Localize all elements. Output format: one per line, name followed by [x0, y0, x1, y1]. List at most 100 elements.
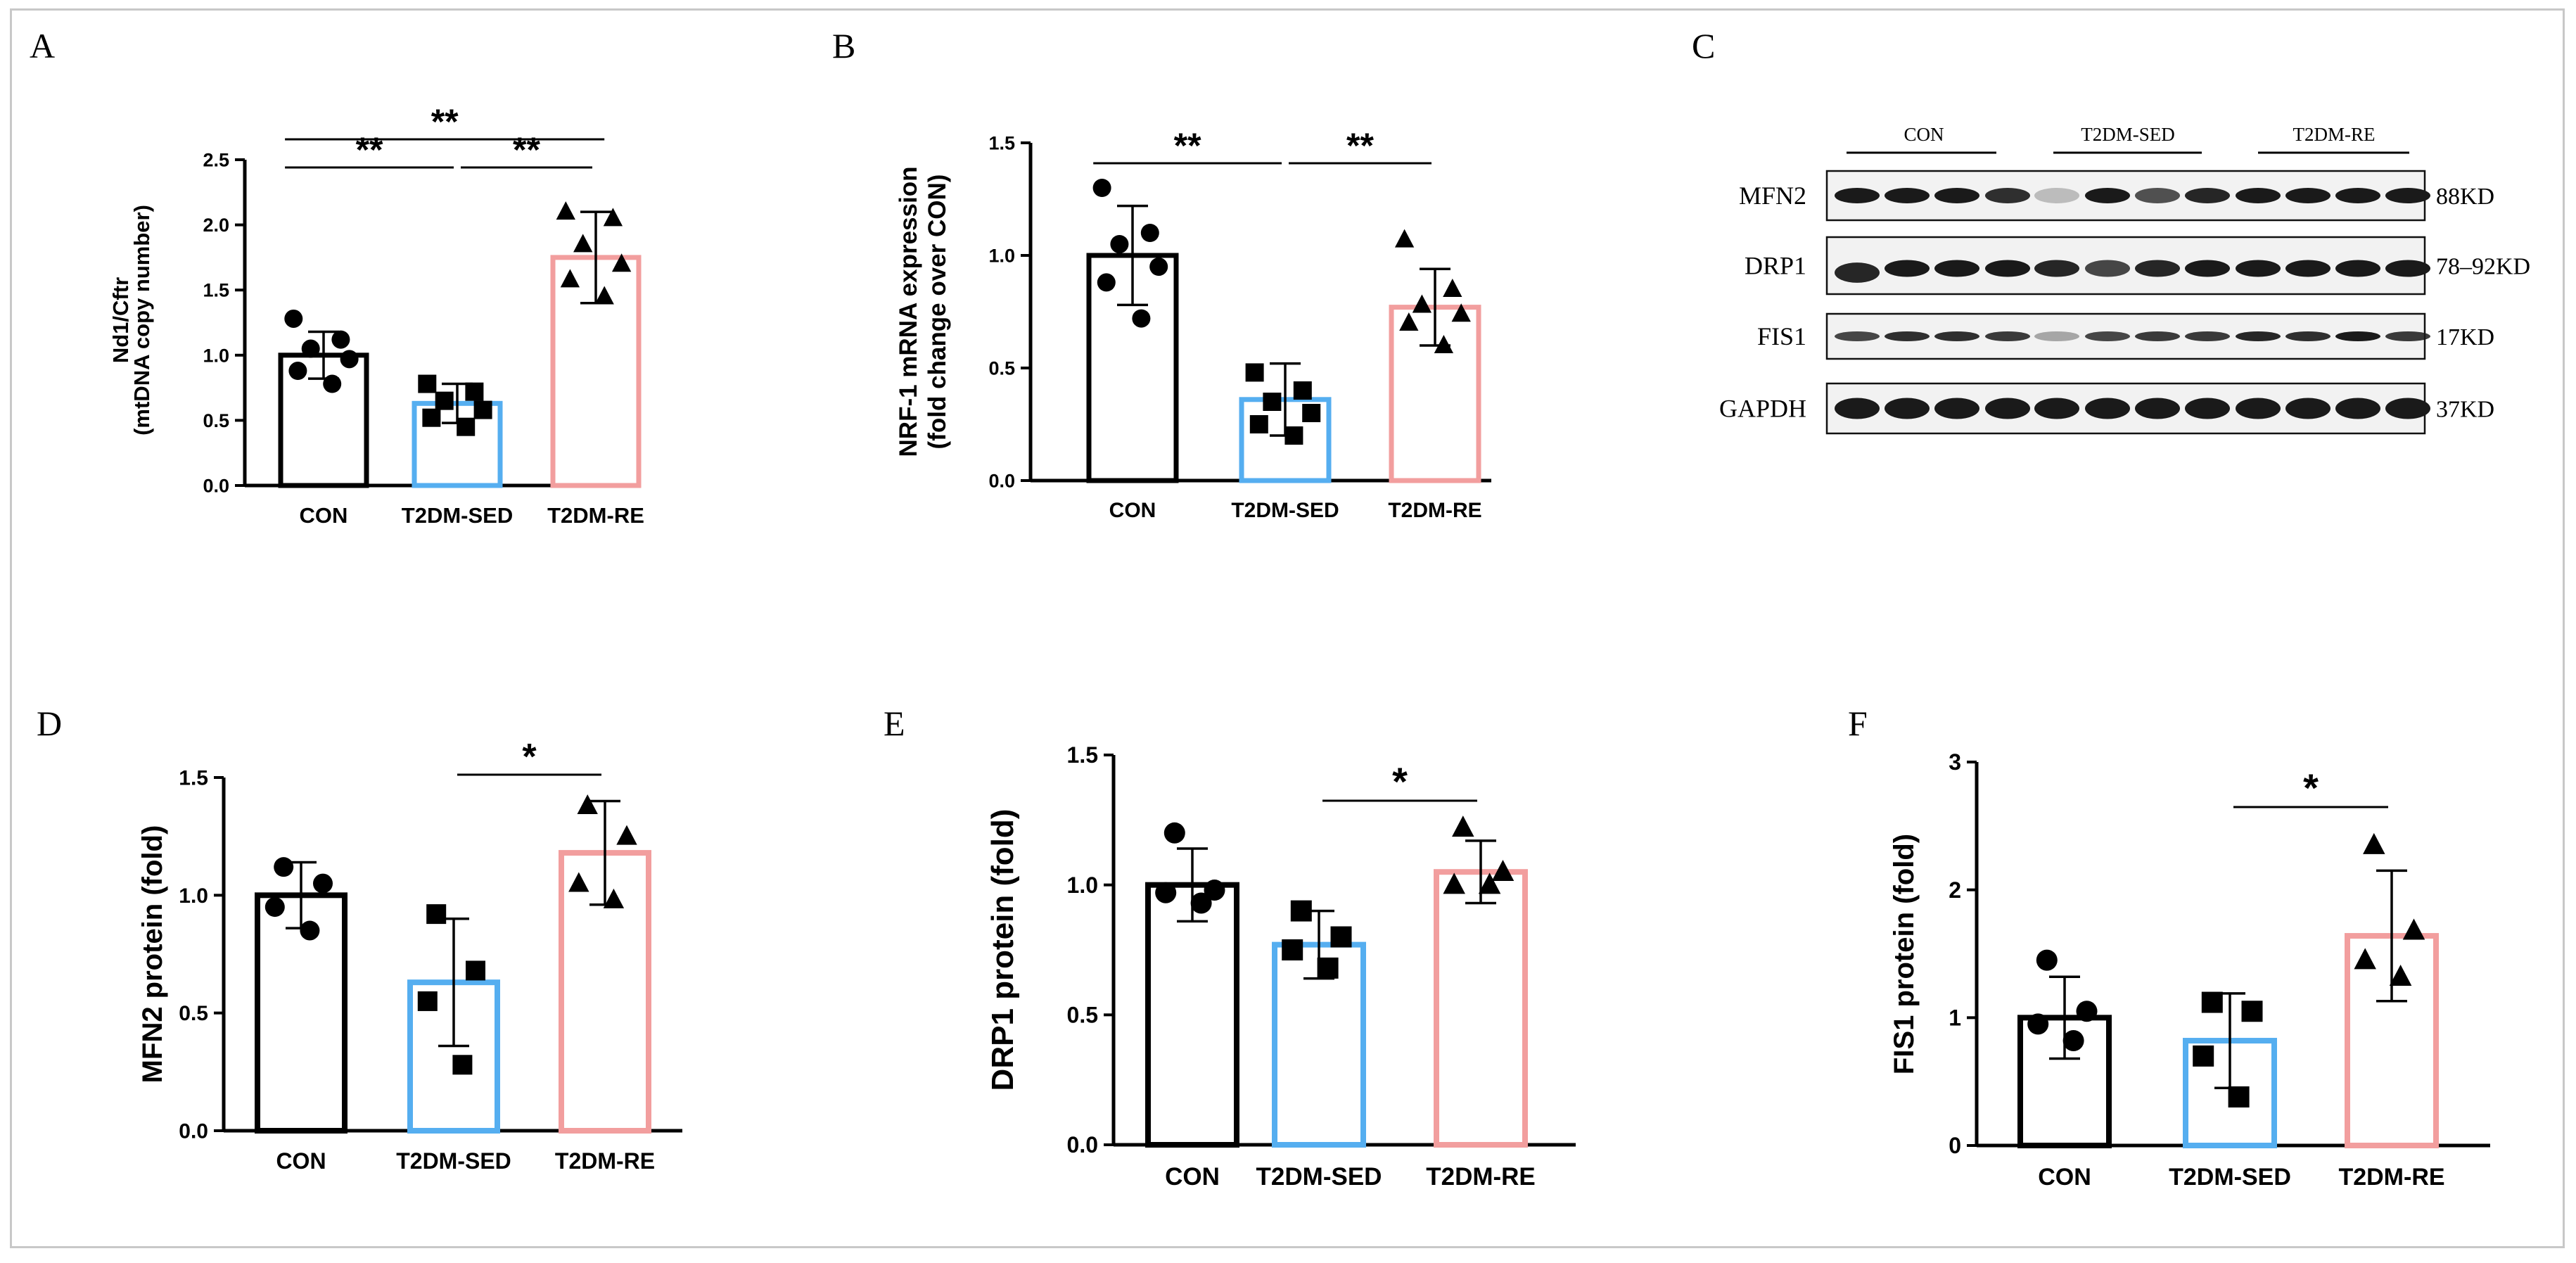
y-axis-label: DRP1 protein (fold)	[986, 809, 1020, 1091]
significance-label: **	[1174, 126, 1201, 165]
data-point-circle	[2036, 949, 2058, 971]
data-point-triangle	[1443, 872, 1465, 894]
panel-letter-a: A	[30, 26, 55, 65]
data-point-square	[417, 991, 438, 1011]
data-point-square	[465, 382, 484, 401]
data-point-triangle	[556, 201, 575, 220]
y-tick-label: 1.0	[203, 345, 229, 366]
blot-band	[1835, 262, 1880, 283]
data-point-circle	[2027, 1013, 2049, 1035]
y-tick-label: 0.5	[203, 410, 229, 431]
data-point-square	[2193, 1045, 2214, 1067]
data-point-square	[435, 391, 454, 410]
y-tick-label: 0.0	[988, 470, 1015, 491]
x-tick-label: T2DM-SED	[1231, 499, 1339, 522]
significance-label: *	[2303, 766, 2319, 810]
data-point-triangle	[568, 872, 589, 892]
data-point-circle	[2076, 1001, 2098, 1022]
x-tick-label: T2DM-SED	[2169, 1164, 2291, 1191]
blot-band	[2335, 398, 2380, 419]
data-point-square	[2241, 1001, 2263, 1022]
blot-band	[2335, 260, 2380, 277]
y-tick-label: 0.5	[988, 357, 1015, 379]
data-point-square	[1249, 415, 1268, 433]
data-point-triangle	[577, 794, 598, 815]
blot-band	[2285, 398, 2330, 419]
blot-band	[2085, 260, 2130, 277]
chart-e: 0.0 0.5 1.0 1.5 DRP1 protein (fold) CON T2DM-S…	[986, 742, 1576, 1191]
blot-band	[2236, 331, 2281, 341]
data-point-square	[426, 904, 447, 925]
chart-f: 0 1 2 3 FIS1 protein (fold) CON T2DM-SED T2DM-R…	[1889, 749, 2490, 1191]
data-point-square	[1293, 381, 1312, 400]
blot-band	[1985, 331, 2030, 341]
y-tick-label: 1	[1949, 1005, 1961, 1031]
y-tick-label: 3	[1949, 749, 1961, 775]
chart-d: 0.0 0.5 1.0 1.5 MFN2 protein (fold) CON T2DM-S…	[137, 737, 682, 1174]
blot-band	[1934, 188, 1979, 203]
x-tick-label: CON	[300, 503, 348, 528]
x-tick-label: CON	[276, 1148, 326, 1174]
data-point-circle	[284, 309, 303, 328]
blot-band	[2085, 331, 2130, 341]
data-point-triangle	[1478, 872, 1501, 894]
x-tick-label: T2DM-RE	[555, 1148, 655, 1174]
panel-letter-f: F	[1848, 704, 1868, 743]
blot-band	[2185, 188, 2230, 203]
blot-band	[2034, 260, 2079, 277]
y-tick-label: 1.0	[988, 245, 1015, 266]
blot-group-label: CON	[1904, 124, 1944, 145]
data-point-circle	[1149, 258, 1168, 276]
y-tick-label: 1.5	[203, 280, 229, 301]
data-point-square	[2201, 991, 2223, 1013]
significance-label: *	[1392, 759, 1408, 804]
data-point-circle	[1110, 235, 1129, 253]
y-tick-label: 1.0	[179, 884, 208, 908]
significance-label: **	[1346, 126, 1374, 165]
blot-band	[2135, 398, 2180, 419]
data-point-square	[1245, 363, 1264, 382]
data-point-circle	[340, 350, 359, 369]
y-tick-label: 1.5	[1067, 742, 1098, 768]
significance-label: *	[522, 737, 537, 778]
blot-band	[2285, 260, 2330, 277]
data-point-square	[457, 417, 476, 436]
data-point-triangle	[2402, 918, 2425, 940]
western-blot-panel: CON T2DM-SED T2DM-RE MFN2 88KD DRP1 78–92KD FIS…	[1719, 124, 2530, 435]
data-point-circle	[1155, 882, 1177, 903]
y-axis-label: MFN2 protein (fold)	[137, 825, 168, 1084]
data-point-triangle	[2363, 832, 2385, 854]
blot-band	[1885, 398, 1930, 419]
blot-band	[2335, 188, 2380, 203]
y-tick-label: 0	[1949, 1133, 1961, 1158]
data-point-square	[1302, 404, 1321, 422]
data-point-square	[1330, 926, 1352, 948]
x-tick-label: CON	[1165, 1163, 1220, 1191]
y-tick-label: 1.5	[988, 132, 1015, 153]
y-axis-label: (mtDNA copy number)	[129, 205, 154, 436]
blot-band	[2236, 188, 2281, 203]
data-point-square	[1263, 393, 1282, 411]
x-tick-label: T2DM-RE	[1426, 1163, 1536, 1191]
x-tick-label: CON	[2038, 1164, 2091, 1191]
x-tick-label: T2DM-RE	[1388, 499, 1481, 522]
data-point-triangle	[2389, 964, 2412, 986]
data-point-circle	[1204, 880, 1225, 901]
data-point-circle	[2062, 1030, 2084, 1052]
data-point-triangle	[611, 253, 632, 272]
data-point-square	[1284, 426, 1303, 445]
y-axis-label: NRF-1 mRNA expression	[895, 167, 922, 457]
y-tick-label: 2.0	[203, 215, 229, 236]
y-tick-label: 0.0	[179, 1120, 208, 1143]
blot-band	[1835, 398, 1880, 419]
x-tick-label: T2DM-SED	[1256, 1163, 1382, 1191]
data-point-square	[452, 1055, 473, 1075]
blot-size-label: 17KD	[2436, 324, 2494, 350]
blot-band	[2185, 398, 2230, 419]
data-point-square	[1317, 957, 1339, 979]
blot-band	[2236, 398, 2281, 419]
blot-band	[2185, 331, 2230, 341]
panel-letter-b: B	[832, 26, 855, 65]
blot-group-label: T2DM-RE	[2293, 124, 2376, 145]
